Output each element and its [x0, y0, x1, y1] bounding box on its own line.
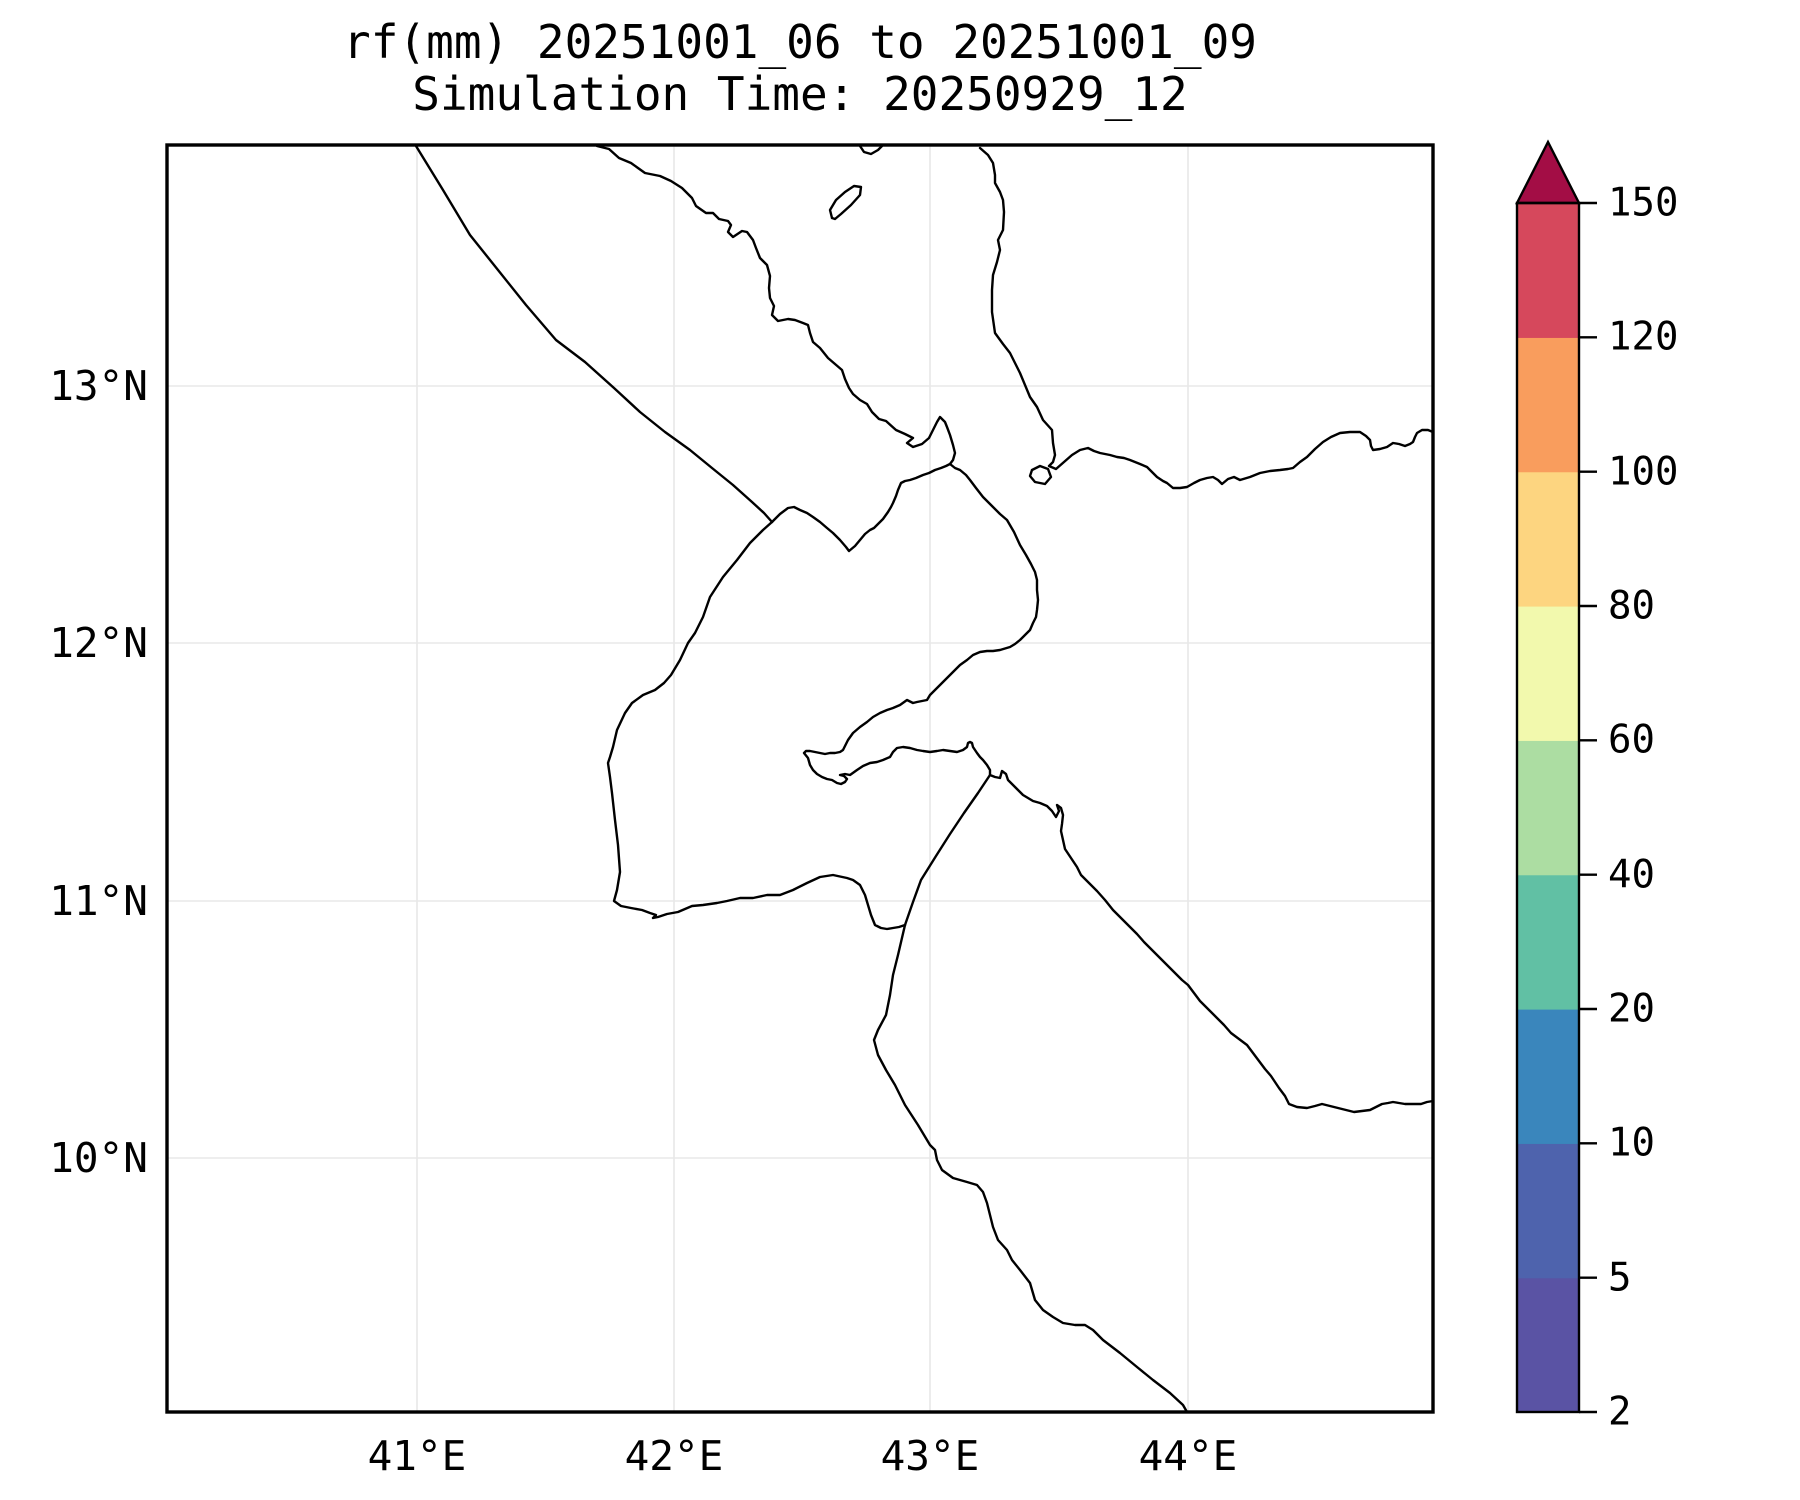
colorbar-segment	[1517, 337, 1579, 473]
y-axis-tick-label: 11°N	[49, 877, 148, 925]
border-eritrea-djibouti	[770, 462, 952, 553]
y-axis-tick-label: 13°N	[49, 362, 148, 410]
colorbar-tick-label: 80	[1608, 583, 1655, 629]
border-ethiopia-somalia	[872, 923, 1189, 1414]
colorbar-tick-label: 40	[1608, 852, 1655, 898]
colorbar-segment	[1517, 740, 1579, 876]
colorbar-tick-label: 5	[1608, 1255, 1632, 1301]
x-axis-tick-label: 41°E	[367, 1432, 467, 1480]
colorbar-tick-label: 120	[1608, 314, 1679, 360]
x-axis-tick-label: 43°E	[880, 1432, 980, 1480]
colorbar-segment	[1517, 471, 1579, 607]
x-axis-tick-label: 44°E	[1138, 1432, 1238, 1480]
coast-eritrea-red-sea	[595, 144, 957, 466]
colorbar-tick-label: 2	[1608, 1389, 1632, 1435]
colorbar-segment	[1517, 203, 1579, 338]
colorbar-segment	[1517, 1009, 1579, 1144]
colorbar-segment	[1517, 606, 1579, 741]
islet-top-edge	[858, 144, 884, 156]
border-eritrea-ethiopia	[414, 144, 774, 524]
border-djibouti-somalia	[903, 773, 992, 927]
colorbar-outline	[1515, 201, 1581, 1414]
colorbar-segment	[1517, 874, 1579, 1010]
coast-djibouti-gulf-of-tadjoura-somalia	[802, 462, 1435, 1114]
colorbar-tick-label: 10	[1608, 1120, 1655, 1166]
colorbar-extend-triangle	[1515, 139, 1581, 205]
colorbar-segment	[1517, 1277, 1579, 1413]
colorbar-tick-label: 60	[1608, 717, 1655, 763]
colorbar-tick-label: 150	[1608, 180, 1679, 226]
x-axis-tick-label: 42°E	[624, 1432, 724, 1480]
y-axis-tick-label: 12°N	[49, 619, 148, 667]
colorbar-tick-label: 20	[1608, 986, 1655, 1032]
plot-subtitle: Simulation Time: 20250929_12	[412, 67, 1188, 121]
y-axis-tick-label: 10°N	[49, 1134, 148, 1182]
border-djibouti-ethiopia-west-south	[606, 520, 907, 931]
island-hanish	[828, 184, 863, 221]
coast-yemen	[978, 146, 1435, 490]
colorbar-segment	[1517, 1143, 1579, 1279]
island-perim	[1028, 464, 1053, 486]
map-frame	[165, 143, 1435, 1414]
colorbar-tick-label: 100	[1608, 449, 1679, 495]
plot-title: rf(mm) 20251001_06 to 20251001_09	[343, 15, 1257, 69]
